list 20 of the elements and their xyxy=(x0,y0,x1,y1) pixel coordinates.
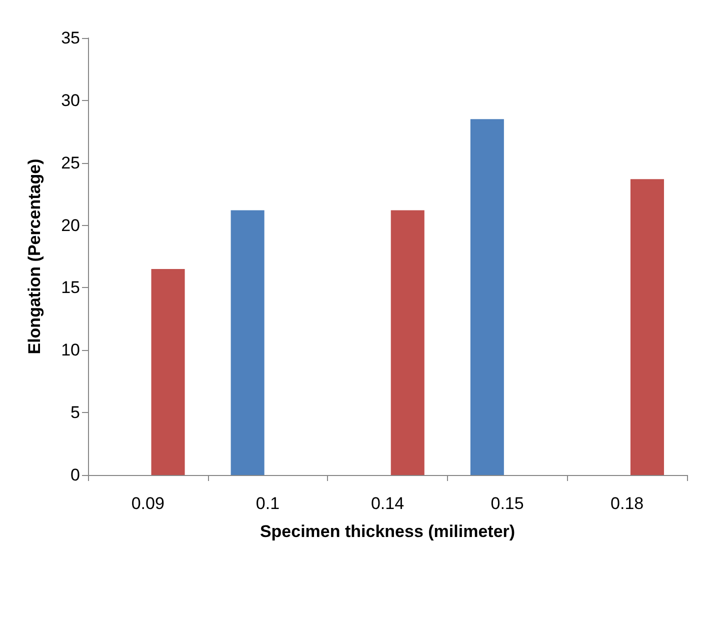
bar xyxy=(390,210,424,475)
y-axis-title: Elongation (Percentage) xyxy=(25,158,44,354)
y-tick-label: 20 xyxy=(61,216,80,235)
bar xyxy=(630,179,664,475)
x-tick-label: 0.09 xyxy=(131,494,164,513)
x-tick-label: 0.14 xyxy=(370,494,404,513)
y-tick-label: 30 xyxy=(61,90,80,110)
bar xyxy=(230,210,264,475)
y-tick-label: 0 xyxy=(70,466,80,484)
bar xyxy=(470,119,504,475)
y-tick-label: 10 xyxy=(61,340,80,360)
x-tick-label: 0.1 xyxy=(256,494,280,513)
y-tick-label: 5 xyxy=(70,403,80,422)
x-tick-label: 0.15 xyxy=(490,494,524,513)
y-tick-label: 15 xyxy=(61,278,80,298)
x-tick-label: 0.18 xyxy=(610,494,644,513)
y-tick-label: 25 xyxy=(61,153,80,172)
x-axis-title: Specimen thickness (milimeter) xyxy=(260,522,516,541)
y-tick-label: 35 xyxy=(61,28,80,48)
bar xyxy=(151,268,185,475)
